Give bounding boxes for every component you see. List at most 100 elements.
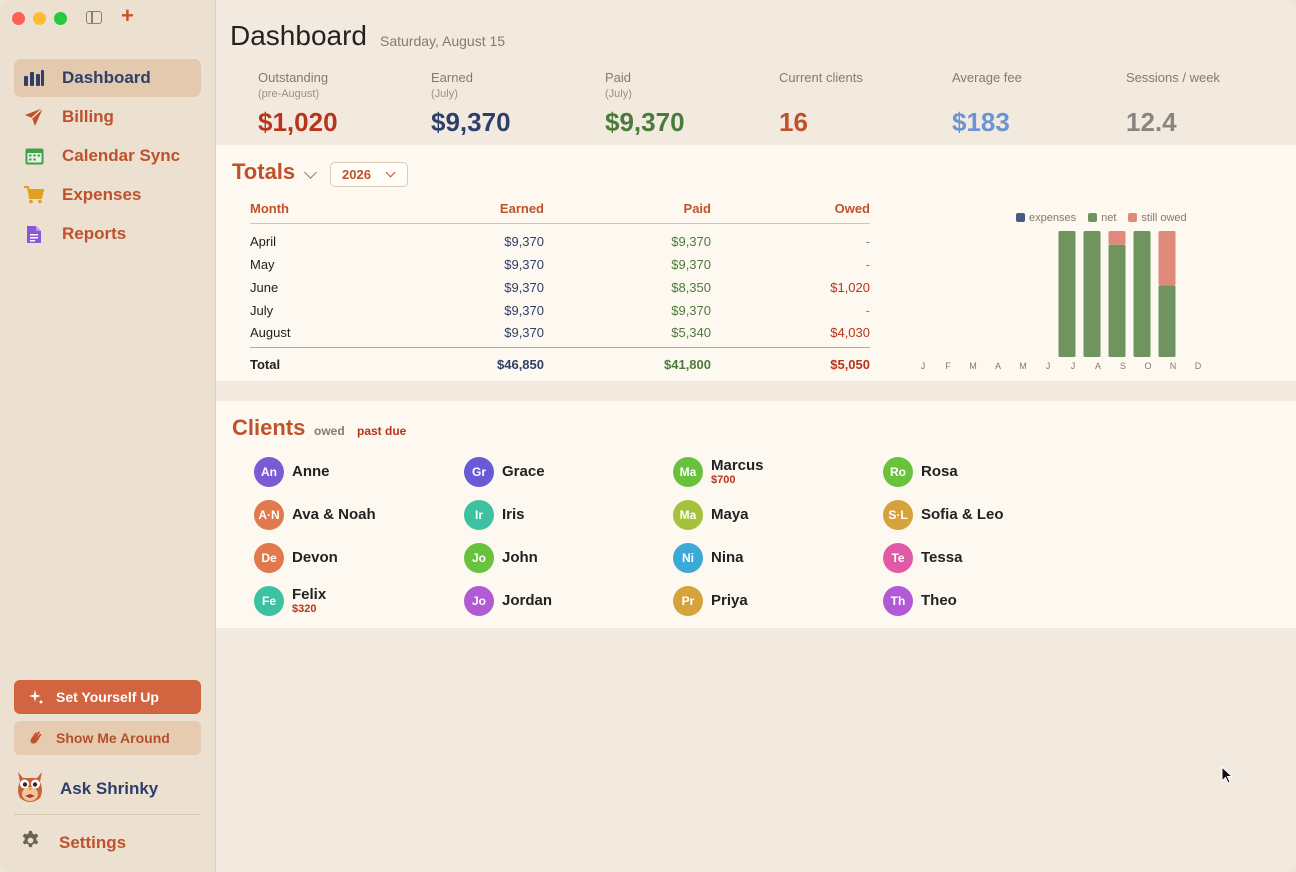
client-item[interactable]: Ro Rosa bbox=[883, 457, 958, 487]
client-item[interactable]: A·N Ava & Noah bbox=[254, 500, 376, 530]
plus-icon[interactable]: + bbox=[121, 3, 134, 28]
client-info: Devon bbox=[292, 550, 338, 566]
stat-sessions-week: Sessions / week 12.4 bbox=[1126, 70, 1220, 138]
client-owed-amount: $700 bbox=[711, 473, 736, 486]
stat-sublabel: (July) bbox=[605, 88, 632, 100]
legend-label: net bbox=[1101, 212, 1117, 224]
client-item[interactable]: Gr Grace bbox=[464, 457, 545, 487]
sidebar-item-label: Calendar Sync bbox=[62, 146, 181, 165]
table-row: June $9,370 $8,350 $1,020 bbox=[250, 276, 870, 299]
mouse-cursor-icon bbox=[1221, 766, 1233, 784]
set-yourself-up-button[interactable]: Set Yourself Up bbox=[14, 680, 201, 714]
avatar: A·N bbox=[254, 500, 284, 530]
avatar: Jo bbox=[464, 586, 494, 616]
client-info: Iris bbox=[502, 507, 525, 523]
cell-month: August bbox=[250, 325, 291, 341]
client-info: Grace bbox=[502, 464, 545, 480]
client-item[interactable]: S·L Sofia & Leo bbox=[883, 500, 1004, 530]
sidebar-item-dashboard[interactable]: Dashboard bbox=[14, 59, 201, 97]
x-tick-label: J bbox=[921, 361, 926, 371]
year-select[interactable]: 2026 bbox=[330, 162, 408, 187]
sidebar-item-expenses[interactable]: Expenses bbox=[14, 176, 201, 214]
legend-item-still-owed: still owed bbox=[1128, 212, 1187, 224]
client-item[interactable]: Ni Nina bbox=[673, 543, 744, 573]
main-content: Dashboard Saturday, August 15 Outstandin… bbox=[216, 0, 1296, 872]
stat-label: Outstanding bbox=[258, 70, 329, 85]
settings-button[interactable]: Settings bbox=[20, 830, 126, 856]
avatar: Ma bbox=[673, 500, 703, 530]
paper-plane-icon bbox=[24, 107, 44, 127]
client-item[interactable]: An Anne bbox=[254, 457, 330, 487]
table-header-row: Month Earned Paid Owed bbox=[250, 201, 870, 224]
ask-shrinky-button[interactable]: Ask Shrinky bbox=[10, 766, 158, 811]
minimize-window-button[interactable] bbox=[33, 12, 46, 25]
cell-total-paid: $41,800 bbox=[544, 347, 711, 378]
client-owed-amount: $320 bbox=[292, 602, 317, 615]
client-item[interactable]: Te Tessa bbox=[883, 543, 962, 573]
client-name: Tessa bbox=[921, 549, 963, 566]
client-item[interactable]: Pr Priya bbox=[673, 586, 748, 616]
cell-earned: $9,370 bbox=[504, 279, 544, 295]
cell-earned: $9,370 bbox=[504, 325, 544, 341]
cell-paid: $9,370 bbox=[671, 233, 711, 249]
client-item[interactable]: Th Theo bbox=[883, 586, 957, 616]
client-name: Rosa bbox=[921, 463, 958, 480]
cell-total-label: Total bbox=[250, 347, 400, 378]
client-info: Felix $320 bbox=[292, 586, 326, 616]
bar-still-owed-7 bbox=[1158, 231, 1176, 286]
stat-sublabel bbox=[952, 88, 1022, 101]
close-window-button[interactable] bbox=[12, 12, 25, 25]
avatar: Te bbox=[883, 543, 913, 573]
client-name: Sofia & Leo bbox=[921, 506, 1004, 523]
client-item[interactable]: Jo Jordan bbox=[464, 586, 552, 616]
x-tick-label: M bbox=[1019, 361, 1027, 371]
client-info: Ava & Noah bbox=[292, 507, 376, 523]
sidebar-item-reports[interactable]: Reports bbox=[14, 215, 201, 253]
x-tick-label: S bbox=[1120, 361, 1126, 371]
cell-total-owed: $5,050 bbox=[711, 347, 870, 378]
table-row: July $9,370 $9,370 - bbox=[250, 299, 870, 322]
x-tick-label: A bbox=[1095, 361, 1101, 371]
client-name: Maya bbox=[711, 506, 749, 523]
cell-owed: - bbox=[865, 302, 870, 318]
sidebar-item-billing[interactable]: Billing bbox=[14, 98, 201, 136]
cell-month: June bbox=[250, 279, 279, 295]
stat-value: $183 bbox=[952, 107, 1010, 137]
gear-icon bbox=[20, 830, 41, 856]
client-name: Iris bbox=[502, 506, 525, 523]
document-icon bbox=[24, 224, 44, 244]
stat-sublabel bbox=[779, 88, 863, 101]
stat-sublabel: (pre-August) bbox=[258, 88, 320, 100]
totals-collapse-chevron-icon[interactable] bbox=[304, 166, 317, 179]
show-me-around-button[interactable]: Show Me Around bbox=[14, 721, 201, 755]
cell-month: May bbox=[250, 256, 275, 272]
sidebar-item-label: Expenses bbox=[62, 185, 142, 204]
cell-paid: $5,340 bbox=[671, 325, 711, 341]
stat-value: $9,370 bbox=[605, 107, 685, 137]
totals-title: Totals bbox=[232, 159, 296, 184]
client-item[interactable]: Jo John bbox=[464, 543, 538, 573]
sidebar-toggle-icon[interactable] bbox=[86, 11, 102, 24]
sidebar-item-calendar-sync[interactable]: Calendar Sync bbox=[14, 137, 201, 175]
bar-net-4 bbox=[1083, 231, 1101, 357]
calendar-icon bbox=[24, 146, 44, 166]
x-tick-label: J bbox=[1071, 361, 1076, 371]
sidebar: + Dashboard Billing Calendar Sync bbox=[0, 0, 216, 872]
client-item[interactable]: Ma Maya bbox=[673, 500, 749, 530]
client-item[interactable]: Ir Iris bbox=[464, 500, 525, 530]
avatar: Jo bbox=[464, 543, 494, 573]
x-tick-label: M bbox=[969, 361, 977, 371]
client-item[interactable]: Fe Felix $320 bbox=[254, 586, 326, 616]
column-header-earned: Earned bbox=[400, 201, 544, 224]
cell-total-earned: $46,850 bbox=[400, 347, 544, 378]
avatar: Ro bbox=[883, 457, 913, 487]
client-info: Sofia & Leo bbox=[921, 507, 1004, 523]
zoom-window-button[interactable] bbox=[54, 12, 67, 25]
sidebar-item-label: Billing bbox=[62, 107, 114, 126]
stat-sublabel bbox=[1126, 88, 1220, 101]
client-item[interactable]: Ma Marcus $700 bbox=[673, 457, 764, 487]
table-total-row: Total $46,850 $41,800 $5,050 bbox=[250, 347, 870, 378]
client-item[interactable]: De Devon bbox=[254, 543, 338, 573]
